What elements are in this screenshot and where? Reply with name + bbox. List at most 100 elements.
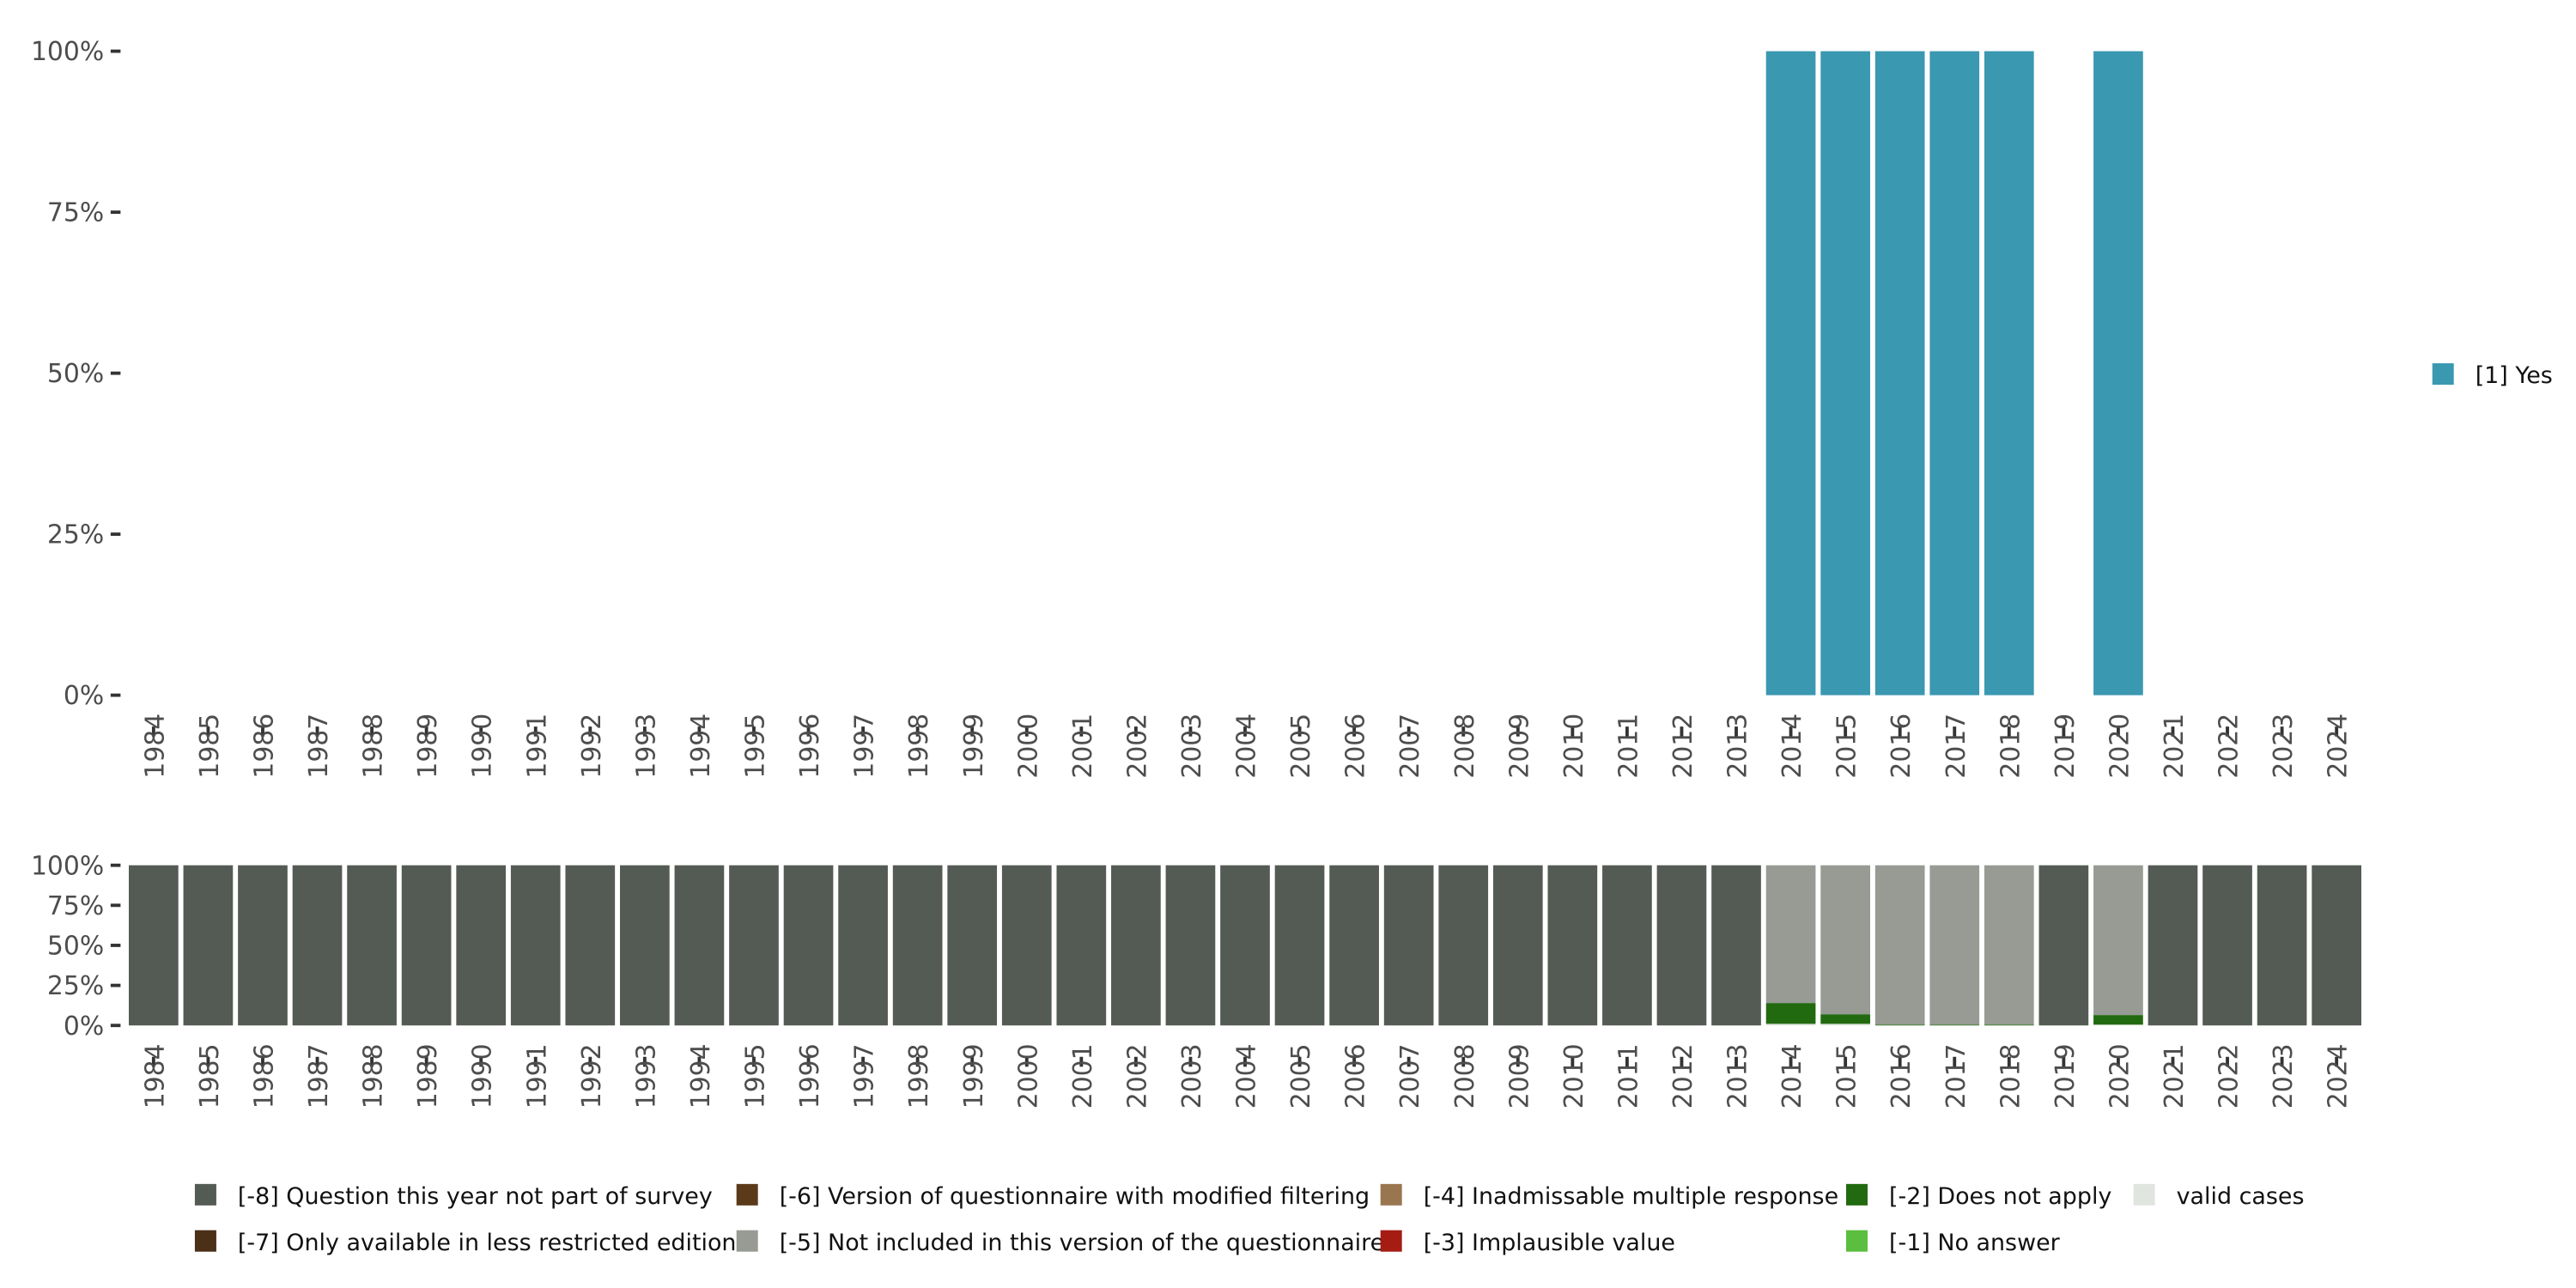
- x-tick-label: 1991: [522, 714, 552, 779]
- x-tick-label: 2024: [2324, 714, 2354, 779]
- y-tick-label: 100%: [31, 37, 104, 67]
- bar-segment: [729, 865, 779, 1026]
- x-tick-label: 2023: [2269, 1043, 2299, 1109]
- x-tick-label: 1992: [577, 1043, 607, 1109]
- x-tick-label: 2006: [1341, 1043, 1371, 1109]
- x-tick-label: 1993: [631, 714, 661, 779]
- legend-label: [-8] Question this year not part of surv…: [238, 1183, 713, 1210]
- y-tick-label: 50%: [47, 932, 104, 962]
- bar-segment: [292, 865, 343, 1026]
- bar-segment: [2093, 1015, 2143, 1025]
- bar-segment: [2093, 865, 2143, 1016]
- x-tick-label: 2009: [1504, 714, 1534, 779]
- bar-segment: [1874, 865, 1925, 1025]
- x-tick-label: 2021: [2160, 1043, 2190, 1109]
- x-tick-label: 1995: [741, 1043, 771, 1109]
- x-tick-label: 1990: [468, 714, 498, 779]
- x-tick-label: 1987: [304, 1043, 334, 1109]
- bar-segment: [1274, 865, 1325, 1026]
- bar-segment: [238, 865, 288, 1026]
- bar-segment: [1165, 865, 1216, 1026]
- y-tick-label: 75%: [47, 198, 104, 228]
- bar-segment: [1820, 1014, 1870, 1024]
- x-tick-label: 1996: [795, 1043, 825, 1109]
- x-tick-label: 2011: [1613, 1043, 1643, 1109]
- bar-segment: [2038, 865, 2089, 1026]
- x-tick-label: 1985: [195, 714, 225, 779]
- x-tick-label: 1984: [140, 1043, 170, 1109]
- bar-segment: [1765, 865, 1816, 1004]
- legend-label-yes: [1] Yes: [2476, 362, 2553, 389]
- legend-label: [-4] Inadmissable multiple response: [1424, 1183, 1838, 1210]
- x-tick-label: 2020: [2105, 714, 2135, 779]
- bar-segment: [1656, 865, 1707, 1026]
- bar-segment: [1111, 865, 1161, 1026]
- x-tick-label: 2016: [1886, 714, 1917, 779]
- x-tick-label: 1991: [522, 1043, 552, 1109]
- x-tick-label: 2008: [1450, 1043, 1480, 1109]
- bar-segment: [565, 865, 616, 1026]
- bar-segment: [2312, 865, 2361, 1026]
- x-tick-label: 1997: [850, 714, 880, 779]
- x-tick-label: 2007: [1395, 1043, 1425, 1109]
- x-tick-label: 2001: [1068, 1043, 1098, 1109]
- x-tick-label: 2012: [1668, 1043, 1698, 1109]
- x-tick-label: 1990: [468, 1043, 498, 1109]
- x-tick-label: 2015: [1832, 714, 1862, 779]
- legend-swatch: [1380, 1230, 1402, 1252]
- x-tick-label: 1985: [195, 1043, 225, 1109]
- x-tick-label: 1989: [413, 1043, 443, 1109]
- x-tick-label: 1994: [686, 1043, 716, 1109]
- bar-segment: [2093, 51, 2143, 696]
- x-tick-label: 1986: [250, 714, 280, 779]
- x-tick-label: 2004: [1232, 1043, 1262, 1109]
- x-tick-label: 1996: [795, 714, 825, 779]
- x-tick-label: 2000: [1013, 1043, 1043, 1109]
- top-panel: 0% 25% 50% 75% 100% 1984 1985 1986 1987 1988 1989 1…: [31, 37, 2354, 778]
- x-tick-label: 2000: [1013, 714, 1043, 779]
- legend-swatch: [194, 1183, 216, 1206]
- bar-segment: [2093, 1024, 2143, 1026]
- bar-segment: [1001, 865, 1052, 1026]
- x-tick-label: 2023: [2269, 714, 2299, 779]
- bar-segment: [2148, 865, 2198, 1026]
- bar-segment: [1984, 51, 2034, 696]
- y-tick-label: 25%: [47, 520, 104, 550]
- bar-segment: [1765, 1003, 1816, 1024]
- bar-segment: [1984, 1024, 2034, 1026]
- x-tick-label: 2003: [1177, 1043, 1207, 1109]
- x-tick-label: 2008: [1450, 714, 1480, 779]
- y-tick-label: 25%: [47, 971, 104, 1001]
- bar-segment: [1220, 865, 1270, 1026]
- x-tick-label: 2002: [1122, 714, 1152, 779]
- legend-label: [-1] No answer: [1889, 1230, 2061, 1256]
- legend-label: [-5] Not included in this version of the…: [780, 1230, 1385, 1256]
- x-tick-label: 2019: [2050, 714, 2081, 779]
- x-tick-label: 1987: [304, 714, 334, 779]
- bar-segment: [1492, 865, 1543, 1026]
- bar-segment: [1383, 865, 1434, 1026]
- x-tick-label: 2005: [1286, 1043, 1316, 1109]
- x-tick-label: 2016: [1886, 1043, 1917, 1109]
- bar-segment: [1929, 51, 1980, 696]
- legend-swatch: [736, 1183, 758, 1206]
- legend-swatch: [2133, 1183, 2155, 1206]
- legend-swatch: [194, 1230, 216, 1252]
- bar-segment: [2257, 865, 2307, 1026]
- x-tick-label: 2004: [1232, 714, 1262, 779]
- legend-swatch: [1846, 1183, 1868, 1206]
- bar-segment: [783, 865, 834, 1026]
- x-tick-label: 2014: [1777, 1043, 1807, 1109]
- x-tick-label: 2005: [1286, 714, 1316, 779]
- x-tick-label: 2017: [1941, 714, 1971, 779]
- x-tick-label: 2020: [2105, 1043, 2135, 1109]
- legend-swatch: [736, 1230, 758, 1252]
- bar-segment: [947, 865, 998, 1026]
- bar-segment: [1765, 51, 1816, 696]
- y-tick-label: 75%: [47, 891, 104, 921]
- x-tick-label: 2007: [1395, 714, 1425, 779]
- legend-swatch: [1846, 1230, 1868, 1252]
- bar-segment: [1874, 1024, 1925, 1026]
- legend-label: [-2] Does not apply: [1889, 1183, 2111, 1210]
- bar-segment: [1820, 1024, 1870, 1026]
